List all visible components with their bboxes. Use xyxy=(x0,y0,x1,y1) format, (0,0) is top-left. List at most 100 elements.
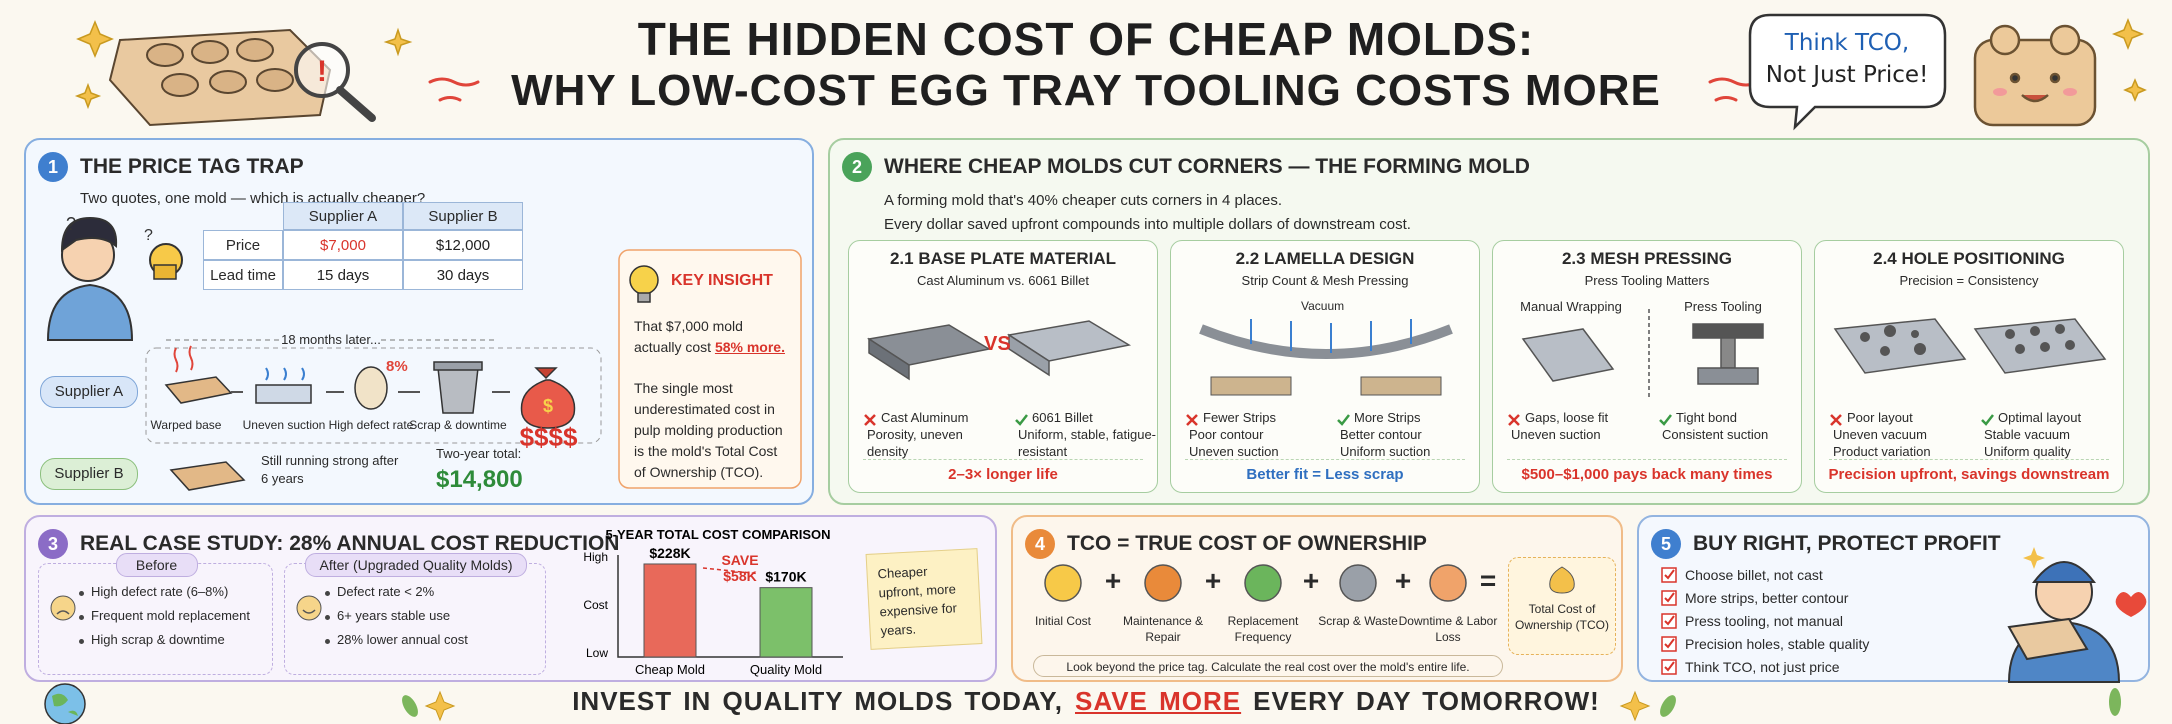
title: WHY LOW-COST EGG TRAY TOOLING COSTS MORE xyxy=(511,66,1661,115)
art-shape xyxy=(46,216,183,341)
art-shape xyxy=(209,70,247,94)
vs-label: VS xyxy=(984,333,1011,355)
tick xyxy=(1664,615,1675,626)
card-point: Uneven suction xyxy=(1189,444,1279,459)
art-shape xyxy=(424,690,456,722)
cross-mark xyxy=(1186,414,1198,426)
cost-icon xyxy=(1144,564,1182,602)
art-shape xyxy=(629,265,659,295)
table-cell: 15 days xyxy=(283,260,403,290)
cost-label: $$$$ xyxy=(519,422,578,452)
card-art xyxy=(1833,318,2107,374)
art-shape xyxy=(1697,367,1759,385)
price-tag-panel: ?? $ 1 THE PRICE TAG TRAP Two quotes, one … xyxy=(24,138,814,505)
icon-shape xyxy=(1144,564,1182,602)
total-label: Two-year total: xyxy=(436,446,522,461)
happy-face xyxy=(296,595,322,621)
box-item: 28% lower annual cost xyxy=(325,632,468,647)
art-shape xyxy=(255,384,312,404)
table-cell: 30 days xyxy=(403,260,523,290)
art-shape xyxy=(2109,688,2121,716)
art-shape xyxy=(438,96,462,102)
tick xyxy=(1664,661,1675,672)
art-shape xyxy=(2049,24,2081,56)
art-shape xyxy=(188,345,194,371)
art-shape xyxy=(354,366,388,410)
cost-item: Scrap & Waste xyxy=(1318,614,1398,628)
cost-item: Maintenance & Repair xyxy=(1122,614,1204,644)
art-shape xyxy=(1860,332,1870,342)
card-point: Poor layout xyxy=(1847,410,1913,425)
card-art xyxy=(866,320,1132,381)
bubble-text: Think TCO, xyxy=(1784,30,1910,56)
step-label: Warped base xyxy=(150,418,222,432)
mouth xyxy=(56,610,70,615)
check-mark xyxy=(1015,414,1028,426)
description: A forming mold that's 40% cheaper cuts c… xyxy=(884,192,1283,209)
cost-chart: 5-YEAR TOTAL COST COMPARISON High Cost Low $… xyxy=(583,527,843,677)
art-shape xyxy=(1714,96,1738,102)
card-point: Product variation xyxy=(1833,444,1931,459)
footer-slogan: INVEST IN QUALITY MOLDS TODAY, SAVE MORE E… xyxy=(0,686,2172,717)
cost-icon xyxy=(1044,564,1082,602)
box-item: 6+ years stable use xyxy=(324,608,451,623)
box-title: After (Upgraded Quality Molds) xyxy=(305,553,527,577)
supplier-pill: Supplier B xyxy=(40,458,138,490)
art-shape xyxy=(1748,13,1947,131)
art-shape xyxy=(1833,318,1967,374)
art-shape xyxy=(1199,324,1453,359)
operator: + xyxy=(1104,565,1122,596)
step-label: Scrap & downtime xyxy=(409,418,507,432)
card-footer: Precision upfront, savings downstream xyxy=(1828,466,2110,483)
art-shape xyxy=(161,73,199,97)
bag-shape xyxy=(1549,566,1575,594)
total-value: $14,800 xyxy=(436,466,523,493)
card-title: 2.1 BASE PLATE MATERIAL xyxy=(889,249,1117,268)
art-shape xyxy=(1521,328,1615,382)
operator: + xyxy=(1204,565,1222,596)
art-shape xyxy=(236,38,274,62)
savings-arrow xyxy=(702,567,759,575)
section-number: 5 xyxy=(1651,529,1681,559)
card-subtitle: Press Tooling Matters xyxy=(1584,273,1710,288)
icon-shape xyxy=(1044,564,1082,602)
mold-card: 2.3 MESH PRESSING Press Tooling Matters Ma… xyxy=(1492,240,1802,493)
tick xyxy=(1664,569,1675,580)
card-point: Tight bond xyxy=(1676,410,1737,425)
box-item: Frequent mold replacement xyxy=(79,608,250,623)
art-shape xyxy=(173,347,179,373)
card-point: Fewer Strips xyxy=(1203,410,1276,425)
header-art: ! xyxy=(74,13,2147,131)
column-head: Manual Wrapping xyxy=(1520,299,1622,314)
check-icon xyxy=(1659,414,1672,426)
art-shape xyxy=(74,82,102,110)
art-shape xyxy=(1008,333,1050,377)
art-shape xyxy=(402,695,418,717)
art-shape xyxy=(108,28,332,127)
cross-mark xyxy=(864,414,876,426)
sad-face xyxy=(50,595,76,621)
art-shape xyxy=(173,345,194,373)
art-shape xyxy=(74,17,2147,110)
checklist-item: Think TCO, not just price xyxy=(1685,659,1840,675)
slogan-part: EVERY DAY TOMORROW! xyxy=(1253,686,1600,716)
description: Every dollar saved upfront compounds int… xyxy=(884,216,1411,233)
art-shape xyxy=(46,283,134,341)
table-header: Supplier B xyxy=(403,202,523,230)
art-shape xyxy=(433,361,483,371)
money-bag xyxy=(1549,566,1575,594)
card-footer: 2–3× longer life xyxy=(948,466,1058,483)
chart-title: 5-YEAR TOTAL COST COMPARISON xyxy=(605,527,830,542)
art-shape: ? xyxy=(66,214,76,234)
bar xyxy=(643,563,697,658)
face xyxy=(50,595,76,621)
section-title: THE PRICE TAG TRAP xyxy=(80,155,304,178)
art-shape xyxy=(520,379,576,429)
table-header: Supplier A xyxy=(283,202,403,230)
card-point: Uniform quality xyxy=(1984,444,2071,459)
tick xyxy=(1664,638,1675,649)
y-axis-label: Cost xyxy=(583,598,608,612)
card-divider xyxy=(1829,459,2109,460)
card-subtitle: Strip Count & Mesh Pressing xyxy=(1241,273,1409,288)
